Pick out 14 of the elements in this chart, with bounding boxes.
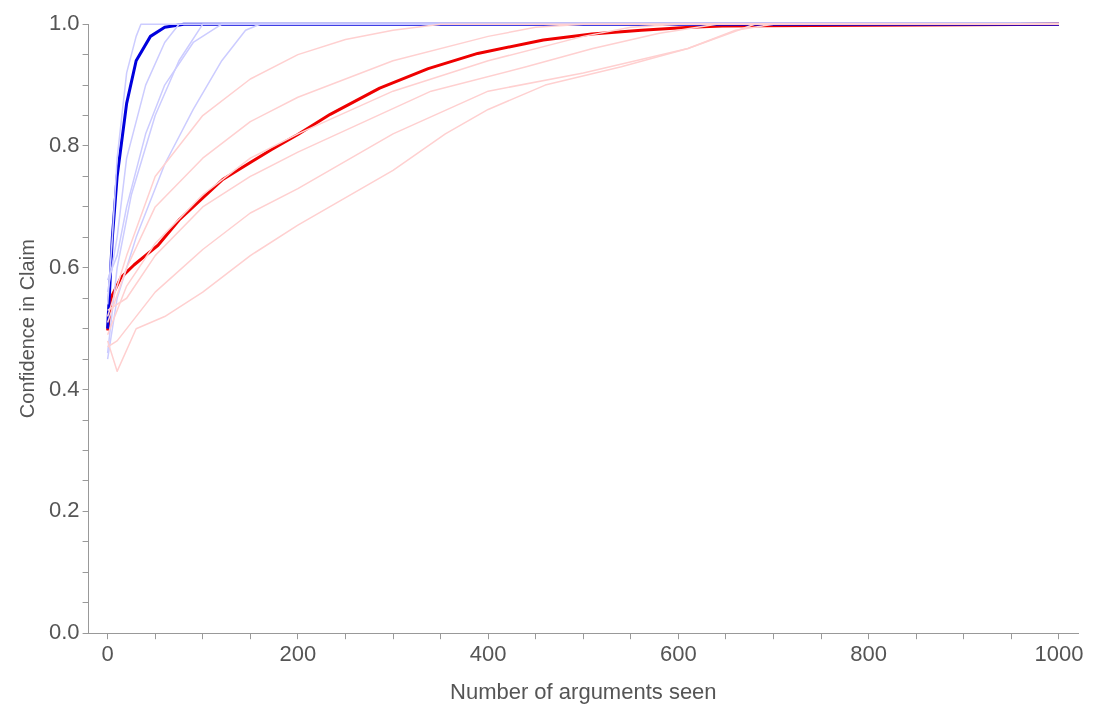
y-tick-label: 0.2 <box>48 497 80 523</box>
y-axis-title: Confidence in Claim <box>15 239 38 419</box>
x-tick-label: 1000 <box>1034 641 1084 667</box>
y-tick-label: 0.6 <box>48 253 80 279</box>
y-tick-label: 0.8 <box>48 132 80 158</box>
x-tick-label: 800 <box>850 641 888 667</box>
x-tick-label: 400 <box>469 641 507 667</box>
y-tick-label: 0.4 <box>48 375 80 401</box>
x-axis-title: Number of arguments seen <box>450 678 717 704</box>
x-tick-label: 200 <box>279 641 317 667</box>
y-tick-label: 0.0 <box>48 619 80 645</box>
y-tick-label: 1.0 <box>48 10 80 36</box>
x-tick-label: 600 <box>660 641 697 667</box>
x-tick-label: 0 <box>101 641 114 667</box>
